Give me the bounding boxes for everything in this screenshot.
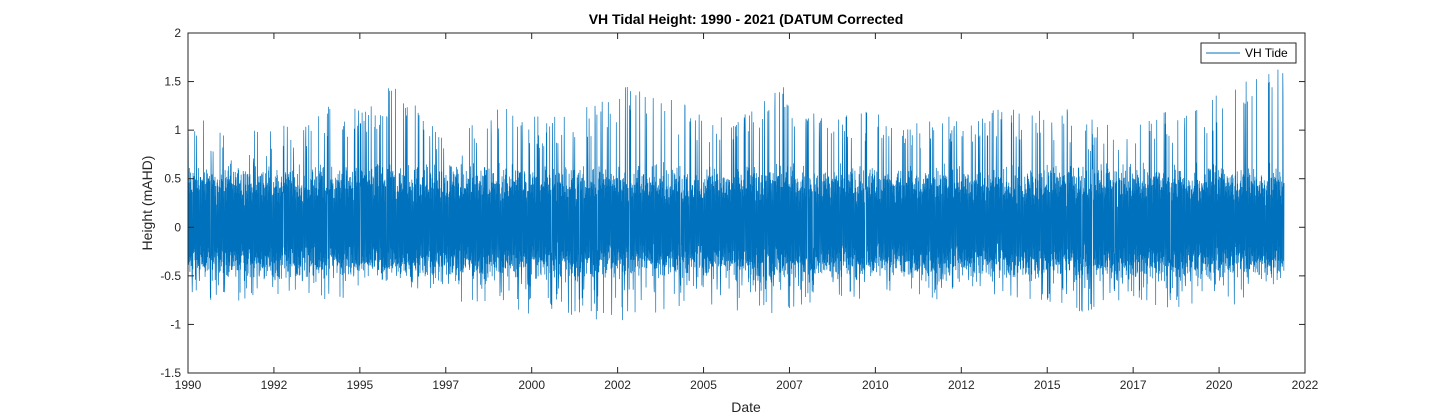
y-tick-label: 2 [174, 26, 181, 40]
x-tick-label: 1997 [432, 378, 459, 392]
y-tick-label: 0.5 [164, 172, 181, 186]
x-tick-label: 1992 [261, 378, 288, 392]
series-line-vh-tide [187, 69, 1285, 321]
legend: VH Tide [1200, 42, 1297, 64]
plot-border [187, 32, 1306, 374]
legend-box [1200, 42, 1297, 64]
series-layer [187, 69, 1285, 321]
y-tick-label: -1.5 [160, 366, 181, 380]
x-axis: 1990 1992 1995 1997 2000 2002 2005 2007 2010 2012… [175, 33, 1319, 392]
chart-title: VH Tidal Height: 1990 - 2021 (DATUM Corr… [589, 11, 904, 27]
x-tick-label: 2020 [1206, 378, 1233, 392]
x-tick-label: 2017 [1120, 378, 1147, 392]
y-axis-label: Height (mAHD) [139, 156, 155, 251]
x-axis-label: Date [731, 399, 761, 415]
x-tick-label: 2010 [862, 378, 889, 392]
x-tick-label: 2007 [776, 378, 803, 392]
x-tick-label: 2000 [518, 378, 545, 392]
plot-area [187, 32, 1306, 374]
x-tick-label: 2022 [1292, 378, 1319, 392]
y-axis: -1.5 -1 -0.5 0 0.5 1 1.5 2 [160, 26, 1305, 380]
y-tick-label: -0.5 [160, 269, 181, 283]
y-tick-label: -1 [170, 317, 181, 331]
y-tick-label: 0 [174, 220, 181, 234]
y-tick-label: 1 [174, 123, 181, 137]
x-tick-label: 1990 [175, 378, 202, 392]
x-tick-label: 2015 [1034, 378, 1061, 392]
y-tick-label: 1.5 [164, 75, 181, 89]
x-tick-label: 2002 [604, 378, 631, 392]
x-tick-label: 1995 [346, 378, 373, 392]
x-tick-label: 2005 [690, 378, 717, 392]
legend-entry: VH Tide [1245, 46, 1288, 60]
x-tick-label: 2012 [948, 378, 975, 392]
